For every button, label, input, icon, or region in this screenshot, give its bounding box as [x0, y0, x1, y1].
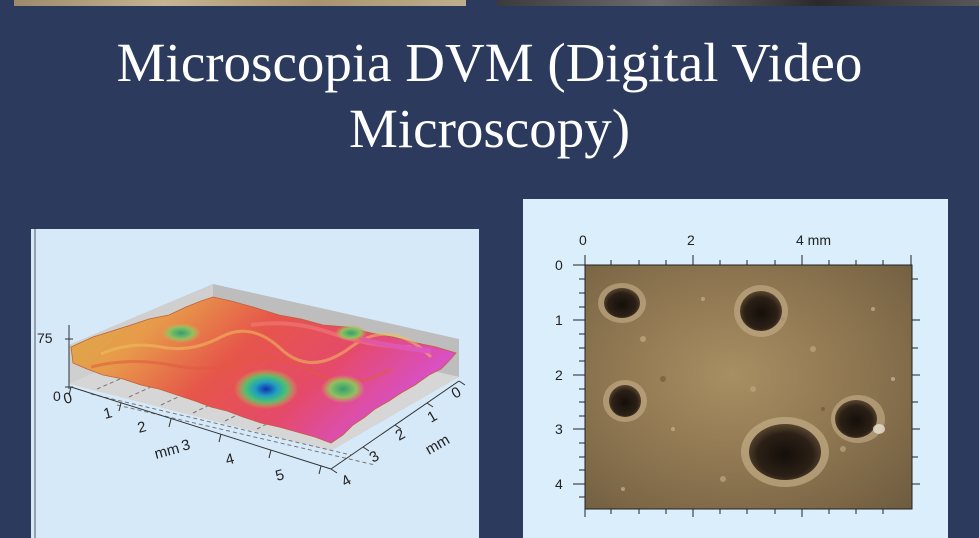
y-tick-4: 4: [339, 472, 355, 491]
micrograph-y-tick-3: 3: [555, 421, 563, 437]
x-tick-0: 0: [62, 389, 74, 408]
title-line-1: Microscopia DVM (Digital Video: [116, 32, 863, 93]
micrograph-y-tick-1: 1: [555, 312, 563, 328]
micrograph-y-tick-4: 4: [555, 476, 563, 492]
x-axis: [70, 386, 332, 470]
surface-plot-panel: 75 0 0 1 2 3 mm 4 5 0 1 2 mm 3: [31, 229, 479, 538]
pore-4: [749, 424, 821, 480]
surface-plot: 75 0 0 1 2 3 mm 4 5 0 1 2 mm 3: [34, 229, 466, 538]
pore-5: [835, 400, 877, 438]
top-photo-strip-left: [14, 0, 466, 6]
micrograph: 0 2 4 mm: [555, 232, 920, 517]
micrograph-y-tick-0: 0: [555, 257, 563, 273]
z-tick-75: 75: [37, 330, 53, 346]
micrograph-x-ticks: [584, 255, 912, 517]
x-tick-2: 2: [136, 418, 148, 437]
x-unit-label: mm: [153, 440, 182, 463]
y-tick-1: 1: [425, 408, 441, 427]
z-tick-0: 0: [53, 388, 61, 404]
y-unit-label: mm: [423, 431, 453, 458]
micrograph-x-tick-0: 0: [579, 232, 587, 248]
micrograph-panel: 0 2 4 mm: [523, 199, 948, 538]
x-tick-3: 3: [180, 436, 192, 455]
micrograph-y-tick-2: 2: [555, 367, 563, 383]
y-tick-2: 2: [393, 426, 409, 445]
top-photo-strip-right: [497, 0, 979, 6]
surface-pit-right: [321, 375, 365, 403]
x-tick-1: 1: [102, 404, 114, 423]
micrograph-y-ticks: [573, 264, 920, 498]
y-tick-0: 0: [449, 384, 465, 403]
x-tick-4: 4: [224, 450, 236, 469]
x-tick-5: 5: [274, 466, 286, 485]
pore-2: [740, 291, 782, 331]
slide-title: Microscopia DVM (Digital Video Microscop…: [0, 30, 979, 162]
surface-pit-back-right: [335, 325, 367, 341]
micrograph-x-tick-4mm: 4 mm: [796, 232, 831, 248]
micrograph-x-tick-2: 2: [687, 232, 695, 248]
pore-1: [604, 288, 640, 318]
title-line-2: Microscopy): [348, 98, 631, 159]
pore-3: [609, 385, 641, 417]
y-tick-3: 3: [367, 448, 383, 467]
surface-pit-back-left: [161, 323, 201, 343]
surface-pit-large: [234, 369, 298, 409]
